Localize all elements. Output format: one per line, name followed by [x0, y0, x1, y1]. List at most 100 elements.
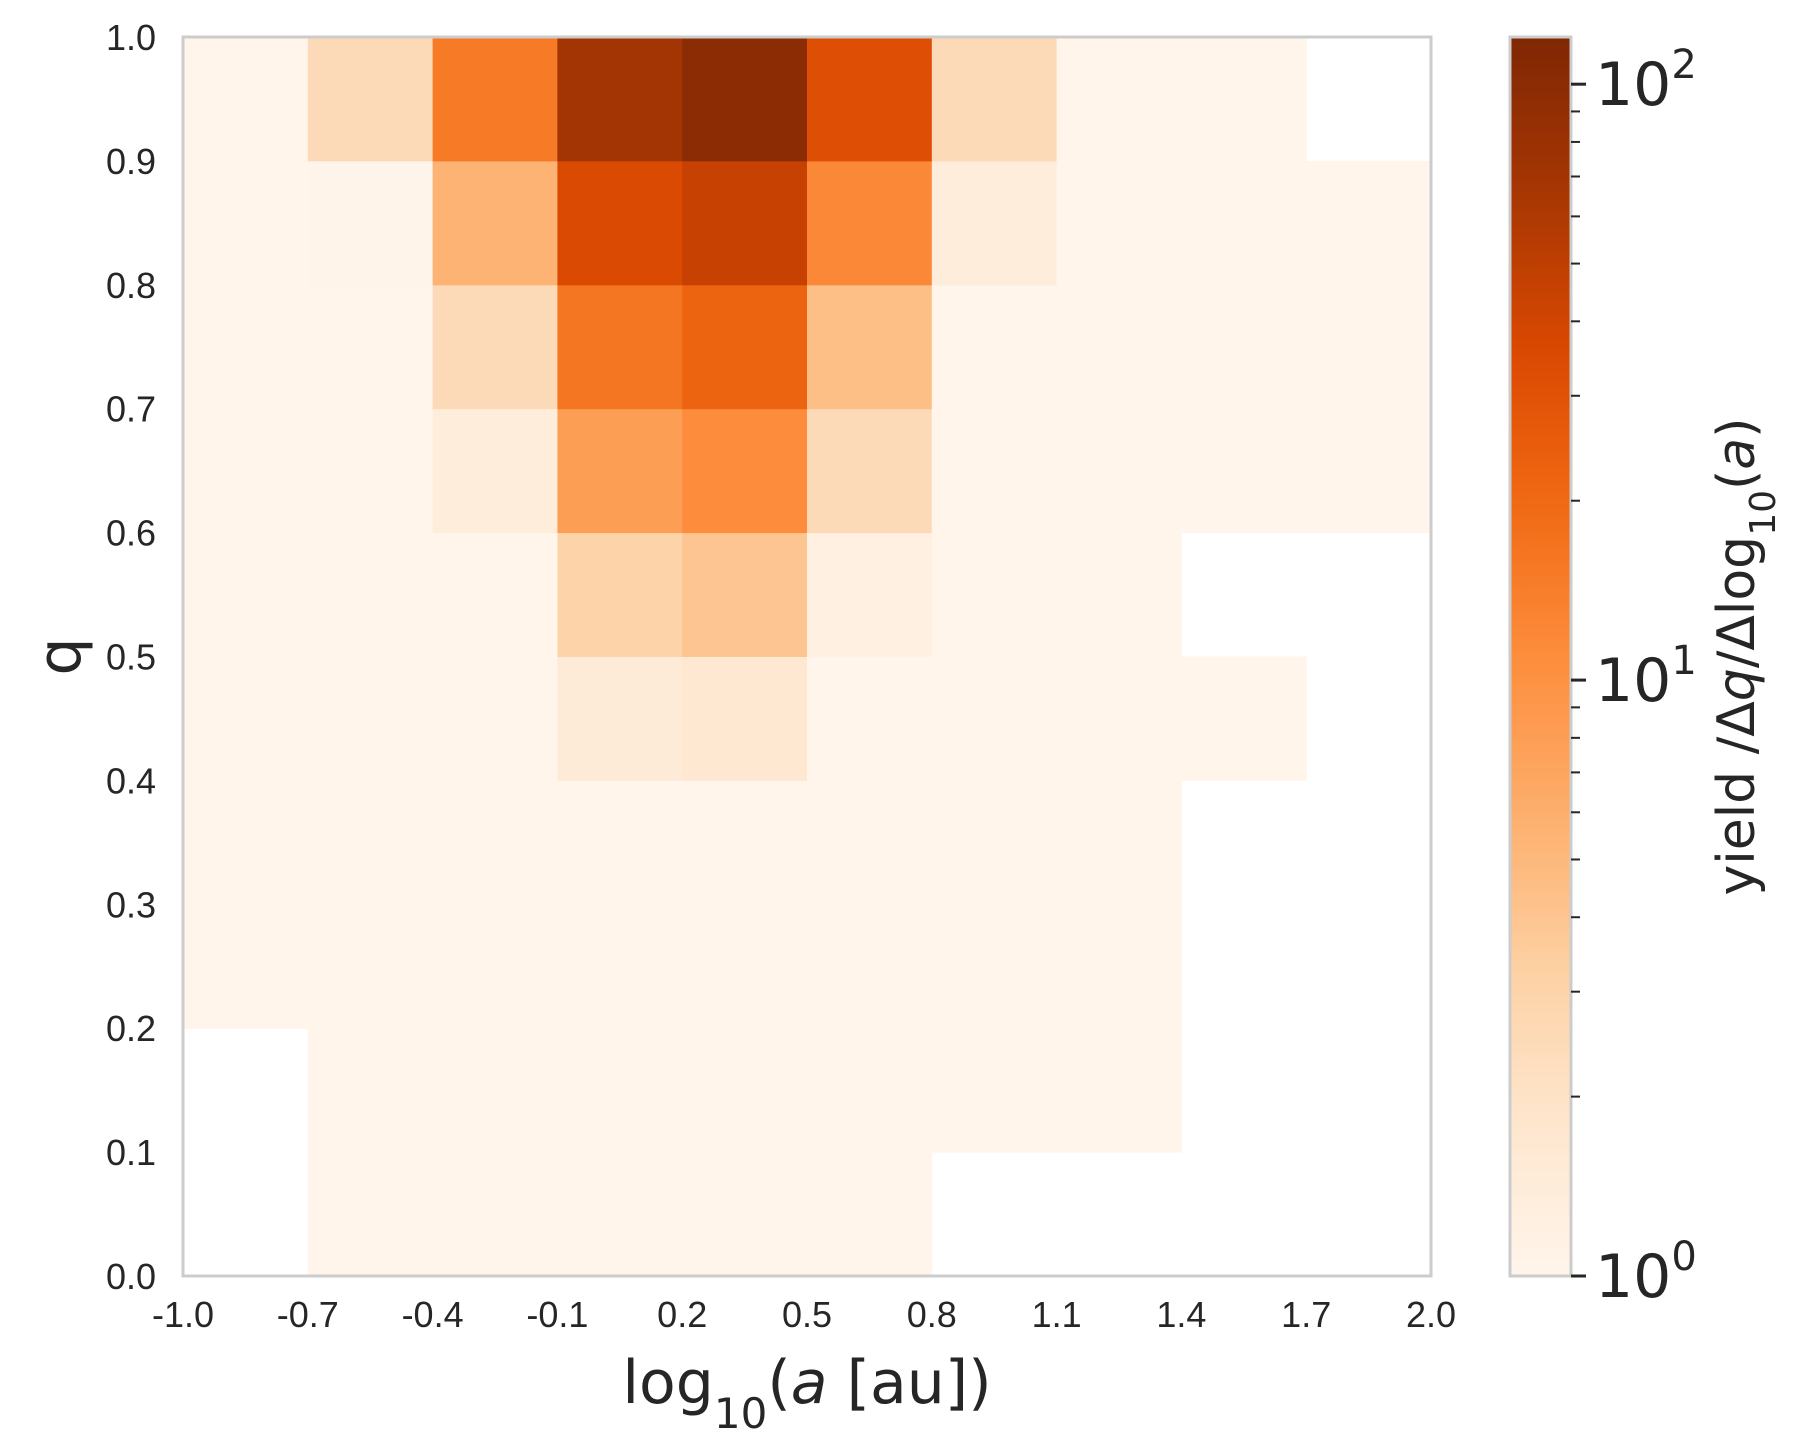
heatmap-cell [307, 1152, 434, 1277]
x-tick-label: 0.2 [657, 1294, 707, 1335]
heatmap-cell [557, 160, 683, 286]
x-tick-label: 0.8 [907, 1294, 957, 1335]
x-tick-labels: -1.0 -0.7 -0.4 -0.1 0.2 0.5 0.8 1.1 1.4 1.7 2.0 [152, 1294, 1456, 1335]
y-tick-label: 0.9 [106, 141, 156, 182]
heatmap-cell [682, 408, 808, 534]
heatmap-cell [807, 160, 933, 286]
heatmap-cell [931, 532, 1058, 657]
x-tick-label: 1.7 [1281, 1294, 1331, 1335]
heatmap-cell [307, 656, 434, 781]
y-tick-label: 1.0 [106, 17, 156, 58]
heatmap-cell [807, 37, 933, 162]
heatmap-cell [682, 656, 808, 781]
heatmap-cell [183, 37, 309, 162]
heatmap-cell [1306, 160, 1432, 286]
heatmap-cell [183, 408, 309, 534]
heatmap-cell [931, 37, 1058, 162]
x-tick-label: 2.0 [1406, 1294, 1456, 1335]
heatmap-cell [931, 780, 1058, 905]
heatmap-cell [931, 160, 1058, 286]
heatmap-cells [183, 37, 1432, 1277]
y-axis-title: q [25, 637, 95, 675]
heatmap-cell [807, 408, 933, 534]
y-tick-label: 0.0 [106, 1256, 156, 1297]
heatmap-cell [1306, 284, 1432, 410]
colorbar-frame [1508, 35, 1573, 1278]
heatmap-cell [931, 408, 1058, 534]
heatmap-cell [1181, 284, 1307, 410]
heatmap-cell [307, 408, 434, 534]
heatmap-cell [682, 1152, 808, 1277]
heatmap-cell [1056, 37, 1182, 162]
heatmap-cell [682, 37, 808, 162]
heatmap-cell [307, 284, 434, 410]
y-tick-label: 0.6 [106, 513, 156, 554]
y-tick-label: 0.3 [106, 884, 156, 925]
heatmap-cell [557, 1028, 683, 1153]
y-tick-label: 0.1 [106, 1132, 156, 1173]
heatmap-cell [1181, 160, 1307, 286]
colorbar-tick-label: 100 [1595, 1234, 1697, 1312]
heatmap-cell [432, 904, 558, 1029]
heatmap-cell [183, 284, 309, 410]
heatmap-cell [931, 904, 1058, 1029]
heatmap-cell [807, 904, 933, 1029]
y-tick-labels: 0.0 0.1 0.2 0.3 0.4 0.5 0.6 0.7 0.8 0.9 1.0 [106, 17, 156, 1297]
colorbar-title: yield /Δq/Δlog10(a) [1707, 418, 1784, 896]
x-axis-title: log10(a [au]) [622, 1348, 991, 1433]
heatmap-cell [1056, 532, 1182, 657]
y-tick-label: 0.4 [106, 760, 156, 801]
colorbar [1510, 37, 1571, 1276]
heatmap-cell [183, 160, 309, 286]
heatmap-cell [432, 532, 558, 657]
heatmap-cell [1056, 904, 1182, 1029]
heatmap-cell [557, 284, 683, 410]
heatmap-cell [432, 1152, 558, 1277]
colorbar-tick-label: 101 [1595, 638, 1697, 716]
heatmap-cell [432, 408, 558, 534]
heatmap-cell [557, 780, 683, 905]
heatmap-cell [931, 656, 1058, 781]
heatmap-cell [432, 284, 558, 410]
heatmap-cell [1181, 656, 1307, 781]
plot-frame [181, 35, 1433, 1278]
x-tick-label: -0.1 [526, 1294, 588, 1335]
heatmap-cell [307, 904, 434, 1029]
heatmap-cell [307, 1028, 434, 1153]
colorbar-tick-label: 102 [1595, 42, 1697, 120]
heatmap-cell [1056, 656, 1182, 781]
heatmap-cell [307, 37, 434, 162]
x-tick-label: -0.4 [402, 1294, 464, 1335]
heatmap-cell [432, 780, 558, 905]
x-tick-label: 0.5 [782, 1294, 832, 1335]
heatmap-cell [432, 656, 558, 781]
y-tick-label: 0.2 [106, 1008, 156, 1049]
heatmap-cell [307, 780, 434, 905]
heatmap-cell [682, 780, 808, 905]
heatmap-cell [183, 780, 309, 905]
heatmap-cell [557, 408, 683, 534]
heatmap-cell [1056, 160, 1182, 286]
heatmap-cell [1056, 780, 1182, 905]
y-tick-label: 0.5 [106, 637, 156, 678]
y-tick-label: 0.7 [106, 389, 156, 430]
heatmap-cell [1056, 284, 1182, 410]
heatmap-cell [557, 904, 683, 1029]
heatmap-cell [1306, 408, 1432, 534]
heatmap-cell [557, 656, 683, 781]
heatmap-cell [307, 532, 434, 657]
heatmap-cell [1181, 37, 1307, 162]
heatmap-cell [807, 656, 933, 781]
heatmap-cell [807, 532, 933, 657]
heatmap-cell [807, 780, 933, 905]
heatmap-cell [807, 1152, 933, 1277]
y-tick-label: 0.8 [106, 265, 156, 306]
x-tick-label: -1.0 [152, 1294, 214, 1335]
heatmap-cell [931, 1028, 1058, 1153]
heatmap-cell [1056, 408, 1182, 534]
heatmap-cell [807, 1028, 933, 1153]
heatmap-cell [682, 1028, 808, 1153]
heatmap-cell [807, 284, 933, 410]
heatmap-cell [432, 1028, 558, 1153]
